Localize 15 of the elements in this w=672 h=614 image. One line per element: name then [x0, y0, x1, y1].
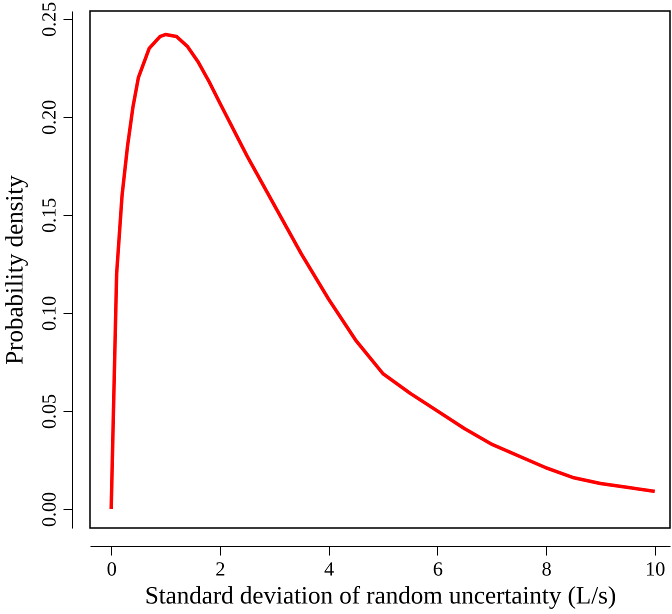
x-tick-label: 10 — [645, 558, 666, 580]
x-tick-label: 4 — [324, 558, 334, 580]
y-tick-label: 0.25 — [38, 2, 60, 37]
y-tick-label: 0.00 — [38, 492, 60, 527]
line-series — [109, 32, 657, 511]
y-tick-label: 0.10 — [38, 296, 60, 331]
x-tick-label: 6 — [432, 558, 443, 580]
x-tick-label: 8 — [542, 558, 552, 580]
y-tick-label: 0.15 — [38, 198, 60, 233]
x-tick-label: 2 — [215, 558, 226, 580]
y-tick-label: 0.05 — [38, 394, 60, 429]
x-tick-label: 0 — [106, 558, 117, 580]
y-axis-title: Probability density — [2, 174, 28, 365]
x-axis-title: Standard deviation of random uncertainty (L/s) — [144, 582, 616, 610]
y-tick-label: 0.20 — [38, 100, 60, 135]
